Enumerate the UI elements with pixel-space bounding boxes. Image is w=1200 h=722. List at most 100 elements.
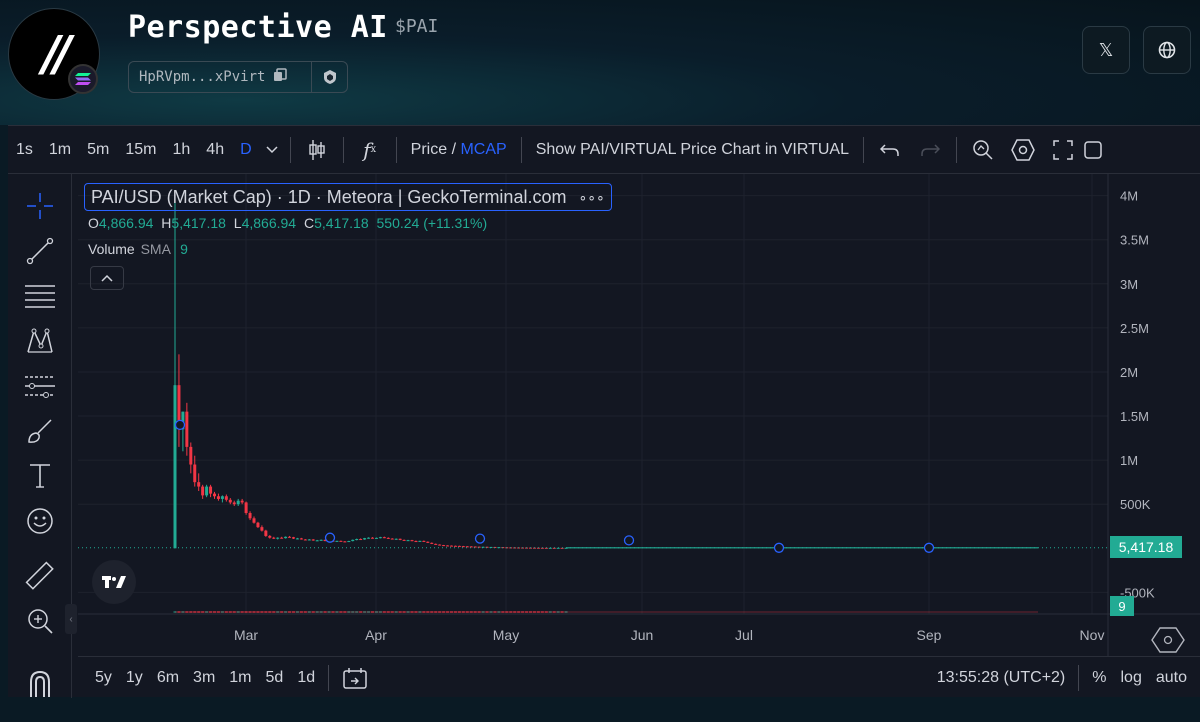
axis-settings-icon-center [1163, 635, 1173, 645]
candle-body [213, 493, 216, 497]
x-twitter-button[interactable]: 𝕏 [1082, 26, 1130, 74]
price-axis-label: 1.5M [1120, 409, 1149, 424]
candle-body [339, 540, 343, 542]
price-toggle-label: Price [410, 140, 448, 158]
brush-icon[interactable] [22, 413, 58, 449]
symbol-legend[interactable]: PAI/USD (Market Cap) · 1D · Meteora | Ge… [84, 183, 612, 211]
interval-D[interactable]: D [240, 140, 252, 158]
candle-type-icon[interactable] [297, 138, 337, 162]
candle-body [394, 538, 398, 540]
event-marker[interactable] [773, 542, 785, 553]
interval-1s[interactable]: 1s [16, 140, 33, 158]
volume-bar [303, 611, 307, 613]
percent-scale-toggle[interactable]: % [1092, 668, 1107, 686]
volume-bar [363, 611, 367, 613]
candle-body [299, 538, 303, 540]
fib-retracement-icon[interactable] [22, 278, 58, 314]
volume-tag: 9 [1110, 596, 1134, 616]
more-options-icon[interactable]: ∘∘∘ [578, 188, 605, 205]
interval-1m[interactable]: 1m [48, 140, 72, 158]
volume-bar [252, 611, 256, 613]
tradingview-logo[interactable] [92, 560, 136, 604]
volume-bar [292, 611, 295, 613]
collapse-sidebar-handle[interactable]: ‹ [65, 604, 77, 634]
crosshair-icon[interactable] [22, 188, 58, 224]
candle-body [311, 539, 315, 541]
event-marker[interactable] [324, 532, 336, 543]
volume-bar [351, 611, 355, 613]
quick-search-icon[interactable] [963, 139, 1003, 161]
ruler-icon[interactable] [22, 558, 58, 594]
time-axis-label: Sep [917, 627, 942, 643]
candle-body [434, 543, 438, 545]
settings-hex-icon[interactable] [1003, 138, 1043, 161]
volume-bar [335, 611, 339, 613]
volume-legend[interactable]: Volume SMA 9 [88, 241, 188, 257]
drawing-toolbar [8, 174, 72, 698]
interval-1h[interactable]: 1h [172, 140, 191, 158]
price-axis-label: 500K [1120, 497, 1151, 512]
event-marker[interactable] [923, 542, 935, 553]
candle-body [367, 537, 371, 539]
trend-line-icon[interactable] [22, 233, 58, 269]
text-tool-icon[interactable] [22, 458, 58, 494]
volume-bar [497, 611, 501, 613]
open-value: 4,866.94 [98, 215, 154, 231]
change-value: 550.24 (+11.31%) [376, 215, 488, 231]
goto-date-icon[interactable] [335, 667, 375, 689]
volume-bar [457, 611, 461, 613]
clock-time[interactable]: 13:55:28 (UTC+2) [936, 668, 1066, 686]
range-5y[interactable]: 5y [95, 668, 112, 686]
pattern-icon[interactable] [22, 323, 58, 359]
magnet-icon[interactable] [22, 664, 58, 700]
fullscreen-icon[interactable] [1043, 139, 1083, 160]
interval-5m[interactable]: 5m [87, 140, 110, 158]
range-3m[interactable]: 3m [193, 668, 216, 686]
snapshot-icon[interactable] [1083, 140, 1103, 160]
price-mcap-toggle[interactable]: Price / MCAP [403, 141, 515, 159]
interval-4h[interactable]: 4h [206, 140, 225, 158]
log-scale-toggle[interactable]: log [1120, 668, 1142, 686]
range-1y[interactable]: 1y [125, 668, 143, 686]
volume-bar [189, 611, 193, 613]
collapse-legend-button[interactable] [90, 266, 124, 290]
range-1m[interactable]: 1m [229, 668, 252, 686]
zoom-in-icon[interactable] [22, 603, 58, 639]
event-marker[interactable] [623, 535, 635, 546]
candle-body [548, 547, 552, 549]
range-1d[interactable]: 1d [297, 668, 316, 686]
event-marker[interactable] [174, 419, 186, 431]
sma-label: SMA [140, 241, 171, 257]
emoji-icon[interactable] [22, 503, 58, 539]
copy-icon[interactable] [273, 68, 288, 86]
candle-body [422, 540, 426, 542]
redo-icon[interactable] [910, 143, 950, 157]
axis-settings-icon[interactable] [1151, 627, 1185, 653]
volume-bar [319, 611, 323, 613]
candle-body [465, 546, 469, 548]
undo-icon[interactable] [870, 143, 910, 157]
forecast-icon[interactable] [22, 368, 58, 404]
candle-body [374, 537, 378, 539]
time-axis-label: May [493, 627, 519, 643]
range-6m[interactable]: 6m [156, 668, 180, 686]
interval-15m[interactable]: 15m [125, 140, 157, 158]
event-marker[interactable] [474, 533, 486, 544]
candle-body [193, 464, 197, 483]
range-5d[interactable]: 5d [265, 668, 284, 686]
volume-bar [371, 611, 374, 613]
candle-body [556, 547, 560, 549]
candle-body [260, 527, 264, 531]
open-label: O [88, 215, 99, 231]
candle-body [228, 499, 232, 503]
explorer-link-icon[interactable] [312, 69, 347, 85]
candle-body [307, 539, 311, 541]
price-axis-label: 1M [1120, 453, 1138, 468]
interval-dropdown-icon[interactable] [260, 145, 284, 154]
globe-icon [1158, 41, 1176, 59]
show-virtual-chart-button[interactable]: Show PAI/VIRTUAL Price Chart in VIRTUAL [535, 140, 849, 158]
auto-scale-toggle[interactable]: auto [1155, 668, 1187, 686]
website-button[interactable] [1143, 26, 1191, 74]
